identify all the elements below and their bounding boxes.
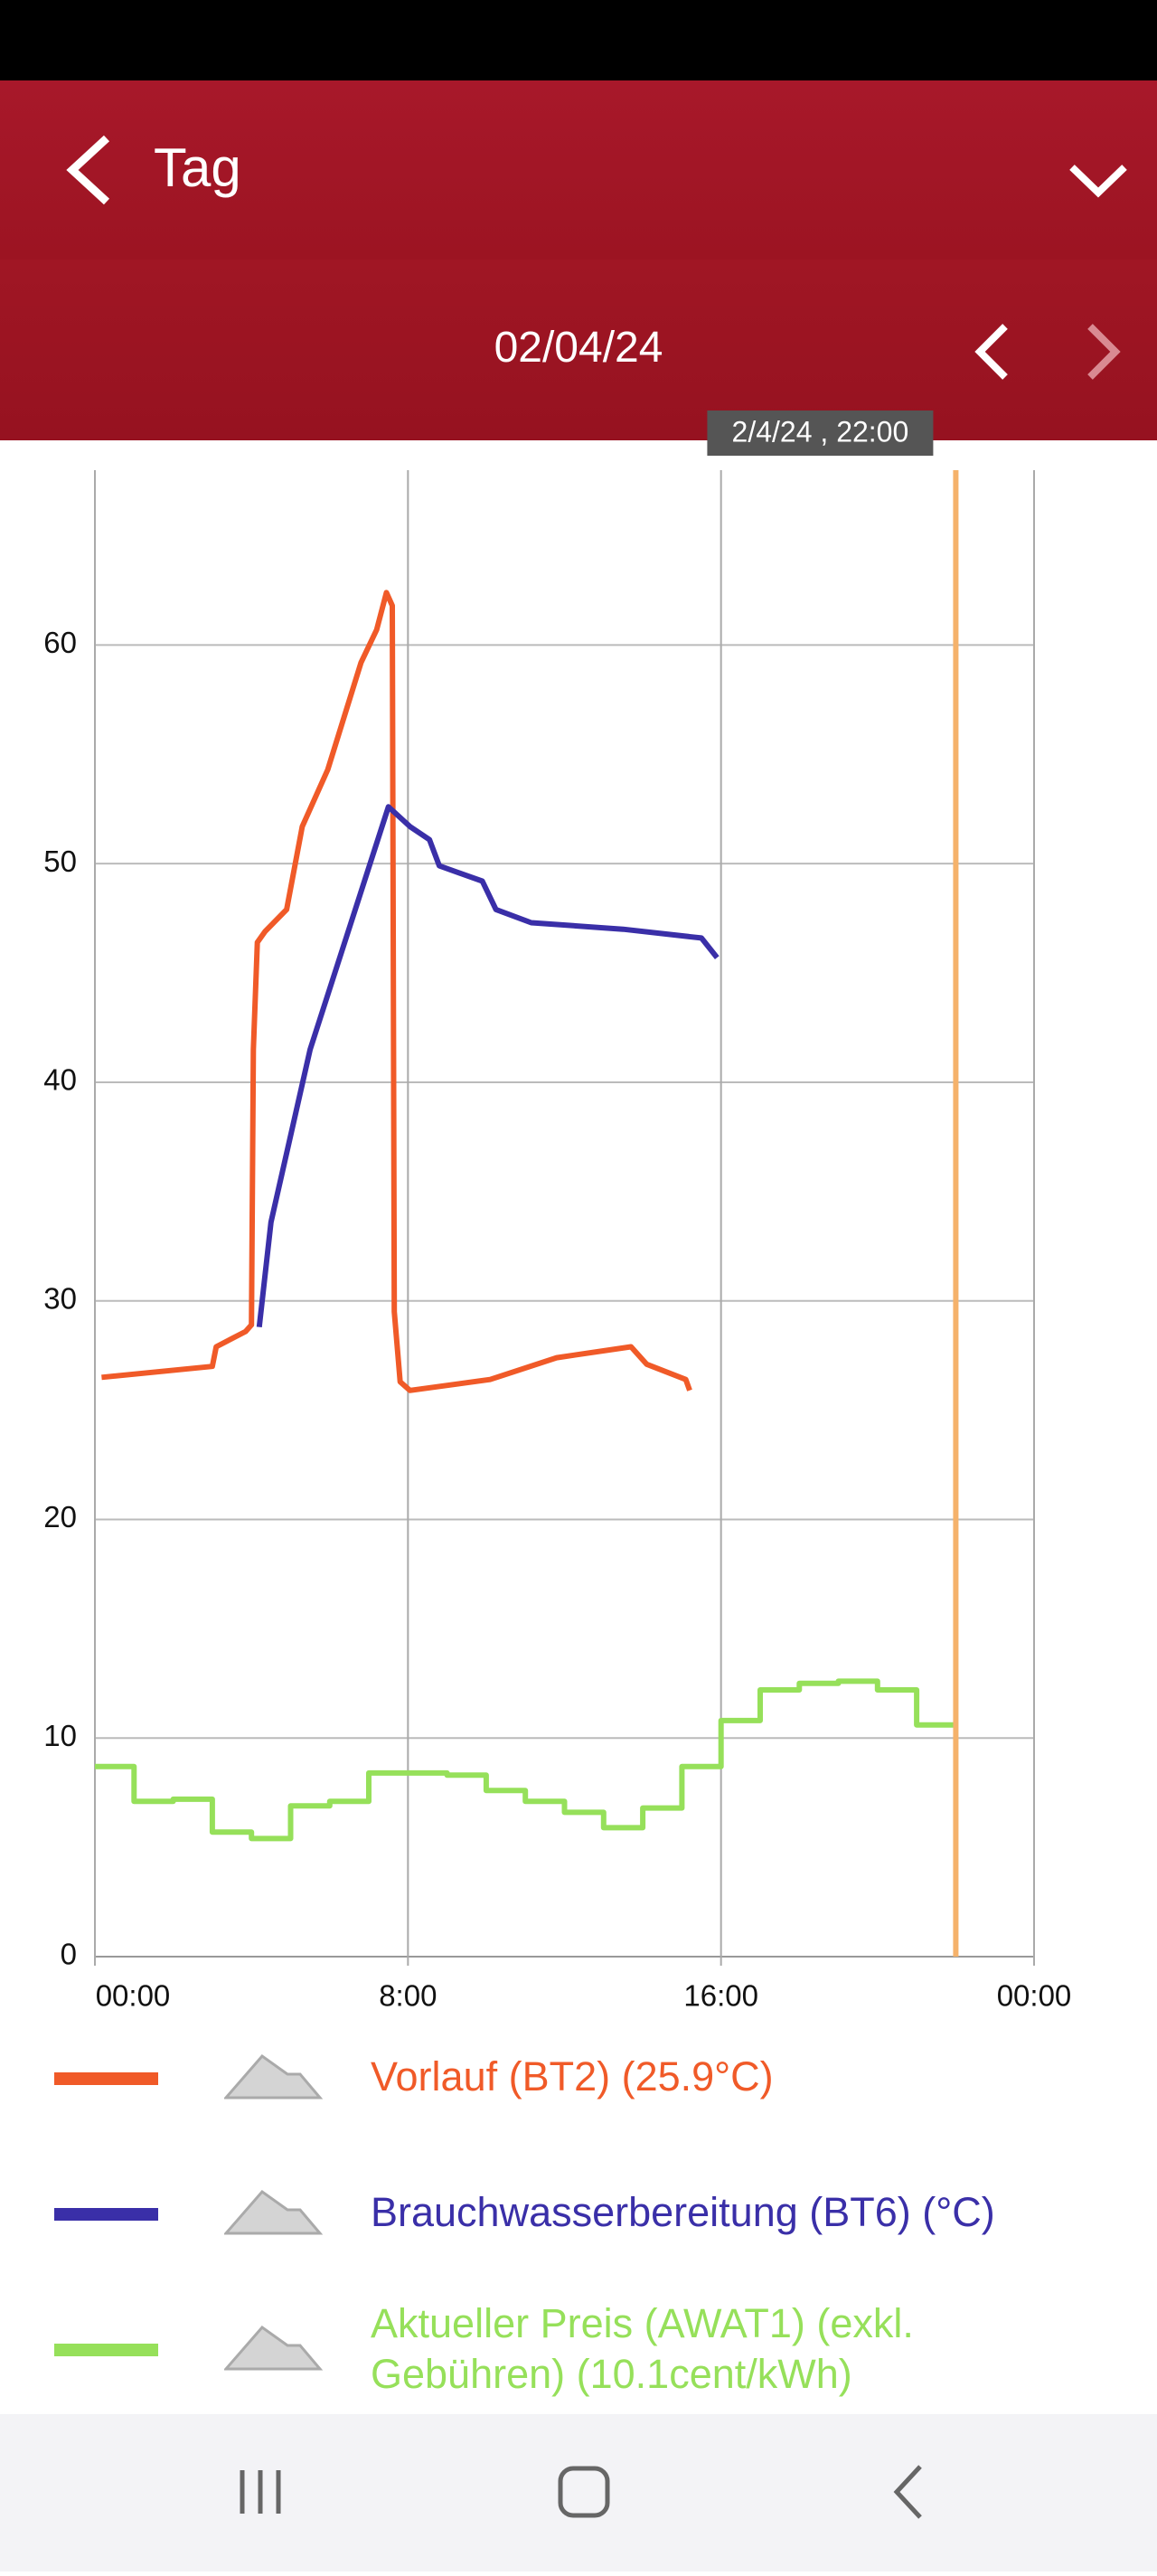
legend-swatch bbox=[54, 2344, 158, 2356]
y-tick-label: 50 bbox=[43, 845, 77, 878]
area-icon bbox=[224, 2325, 324, 2371]
series-line bbox=[101, 590, 692, 1393]
page-title: Tag bbox=[154, 137, 241, 198]
area-icon bbox=[224, 2053, 324, 2099]
cursor-label-box bbox=[707, 410, 934, 456]
area-toggle[interactable] bbox=[224, 2322, 324, 2373]
legend-item[interactable]: Vorlauf (BT2) (25.9°C) bbox=[0, 2016, 1157, 2152]
x-tick-label: 8:00 bbox=[379, 1979, 437, 2007]
legend-swatch bbox=[54, 2072, 158, 2085]
series-line bbox=[95, 1678, 956, 1842]
area-toggle[interactable] bbox=[224, 2186, 324, 2237]
menu-dropdown[interactable] bbox=[1067, 162, 1130, 198]
y-tick-label: 40 bbox=[43, 1063, 77, 1097]
prev-day[interactable] bbox=[974, 323, 1011, 381]
legend: Vorlauf (BT2) (25.9°C) Brauchwasserbereit… bbox=[0, 2016, 1157, 2423]
legend-label: Aktueller Preis (AWAT1) (exkl. Gebühren)… bbox=[371, 2300, 914, 2397]
area-icon bbox=[224, 2189, 324, 2235]
x-tick-label: 00:00 bbox=[997, 1979, 1072, 2007]
date-bar: 02/04/24 bbox=[0, 259, 1157, 440]
legend-label: Vorlauf (BT2) (25.9°C) bbox=[371, 2053, 774, 2099]
area-toggle[interactable] bbox=[224, 2051, 324, 2101]
y-tick-label: 0 bbox=[61, 1938, 77, 1971]
nav-icons bbox=[240, 2465, 922, 2519]
cursor-label: 2/4/24 , 22:00 bbox=[732, 415, 909, 448]
y-tick-label: 60 bbox=[43, 626, 77, 659]
legend-item[interactable]: Brauchwasserbereitung (BT6) (°C) bbox=[0, 2152, 1157, 2288]
y-tick-label: 10 bbox=[43, 1719, 77, 1752]
date-label: 02/04/24 bbox=[494, 324, 663, 372]
legend-swatch bbox=[54, 2208, 158, 2221]
y-tick-label: 30 bbox=[43, 1281, 77, 1315]
status-bar bbox=[0, 0, 1157, 80]
x-tick-label: 00:00 bbox=[96, 1979, 171, 2007]
legend-item[interactable]: Aktueller Preis (AWAT1) (exkl. Gebühren)… bbox=[0, 2288, 1157, 2423]
next-day[interactable] bbox=[1085, 323, 1121, 381]
legend-label: Brauchwasserbereitung (BT6) (°C) bbox=[371, 2189, 995, 2235]
x-tick-label: 16:00 bbox=[683, 1979, 758, 2007]
series-line bbox=[256, 804, 720, 1328]
top-bar: Tag bbox=[0, 80, 1157, 259]
nav-bar bbox=[0, 2414, 1157, 2571]
chart: 0 10 20 30 40 50 60 00:00 8:00 16:00 00:00 2/4/24 ,… bbox=[43, 410, 1072, 2007]
back-button[interactable] bbox=[63, 133, 118, 207]
y-tick-label: 20 bbox=[43, 1500, 77, 1533]
